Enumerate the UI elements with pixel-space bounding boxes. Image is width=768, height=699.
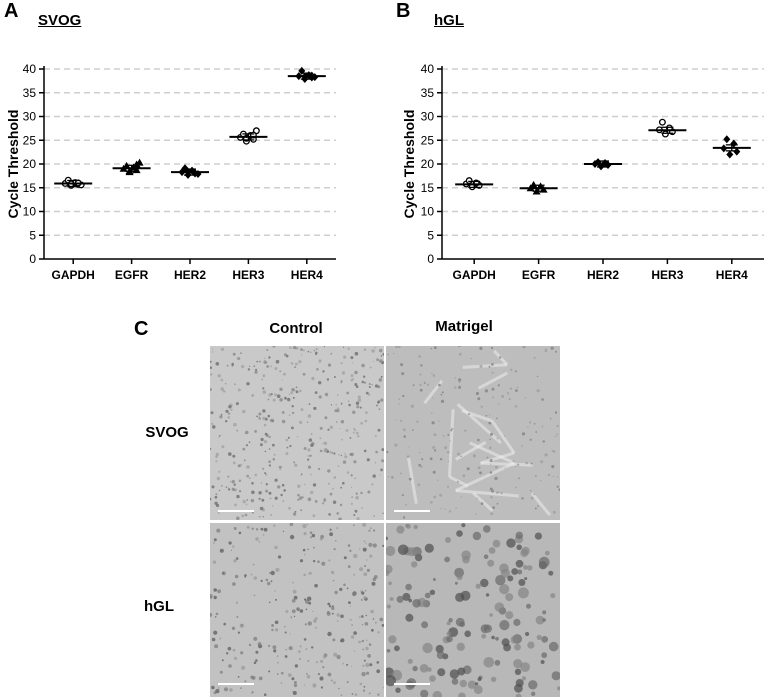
y-tick-label: 5	[427, 228, 434, 242]
x-tick-label: GAPDH	[52, 268, 95, 282]
y-tick-label: 10	[421, 205, 435, 219]
charts-svg: 0 5 10 15 20 25 30 35 40 Cycle Threshold GAPDH EGFR…	[5, 62, 764, 282]
y-tick-label: 20	[23, 157, 37, 171]
y-axis-label: Cycle Threshold	[401, 110, 417, 219]
scale-bar	[394, 510, 430, 512]
chart-svog: 0 5 10 15 20 25 30 35 40 Cycle Threshold GAPDH EGFR…	[5, 62, 336, 282]
x-tick-label: EGFR	[115, 268, 149, 282]
data-point	[733, 147, 741, 156]
y-tick-label: 35	[23, 86, 37, 100]
data-point	[465, 177, 473, 185]
x-tick-label: HER3	[651, 268, 683, 282]
panel-a-title: SVOG	[38, 12, 82, 29]
panel-letter-c: C	[134, 318, 149, 340]
chart-hgl: 0 5 10 15 20 25 30 35 40 Cycle Threshold GAPDH EGFR…	[401, 62, 764, 282]
column-label-control: Control	[269, 320, 323, 337]
micrograph-svog-matrigel	[386, 346, 560, 520]
y-tick-label: 5	[29, 228, 36, 242]
data-point	[726, 150, 734, 159]
data-point	[658, 118, 666, 126]
y-tick-label: 30	[421, 110, 435, 124]
x-tick-label: HER3	[232, 268, 264, 282]
y-tick-label: 35	[421, 86, 435, 100]
x-tick-label: EGFR	[522, 268, 556, 282]
y-tick-label: 40	[421, 62, 435, 76]
x-tick-label: HER4	[291, 268, 323, 282]
x-tick-label: HER2	[174, 268, 206, 282]
y-tick-label: 20	[421, 157, 435, 171]
panel-b-title: hGL	[434, 12, 464, 29]
y-tick-label: 40	[23, 62, 37, 76]
panel-letter-b: B	[396, 0, 411, 22]
x-tick-label: HER2	[587, 268, 619, 282]
x-tick-label: HER4	[716, 268, 748, 282]
y-tick-label: 30	[23, 110, 37, 124]
scale-bar	[218, 683, 254, 685]
y-tick-label: 15	[421, 181, 435, 195]
column-label-matrigel: Matrigel	[435, 318, 493, 335]
micrograph-hgl-control	[210, 523, 384, 697]
y-tick-label: 25	[23, 133, 37, 147]
data-point	[723, 135, 731, 144]
y-tick-label: 10	[23, 205, 37, 219]
y-tick-label: 15	[23, 181, 37, 195]
data-point	[529, 180, 538, 188]
panel-letter-a: A	[4, 0, 19, 22]
micrograph-hgl-matrigel	[386, 523, 560, 697]
scale-bar	[218, 510, 254, 512]
row-label-hgl: hGL	[144, 598, 174, 615]
y-tick-label: 0	[29, 252, 36, 266]
scale-bar	[394, 683, 430, 685]
row-label-svog: SVOG	[145, 424, 189, 441]
x-tick-label: GAPDH	[453, 268, 496, 282]
y-tick-label: 25	[421, 133, 435, 147]
y-tick-label: 0	[427, 252, 434, 266]
y-axis-label: Cycle Threshold	[5, 110, 21, 219]
micrograph-svog-control	[210, 346, 384, 520]
